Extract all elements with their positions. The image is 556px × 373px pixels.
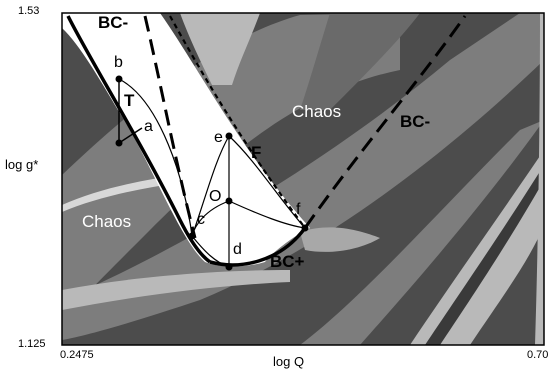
- region-label-chaos-lower: Chaos: [82, 212, 132, 231]
- curve-label-bc-minus-left: BC-: [98, 13, 129, 32]
- point-a-origin: [115, 139, 123, 147]
- point-c: [188, 232, 196, 240]
- path-label-t: T: [124, 91, 135, 110]
- f-curve: [169, 15, 306, 229]
- point-label-c: c: [197, 211, 205, 228]
- mid-band-lower: [62, 13, 544, 340]
- darker-band-top: [300, 13, 420, 110]
- bc-minus-left-curve: [66, 15, 212, 264]
- path-c-e: [191, 135, 230, 237]
- path-c-d: [191, 235, 230, 268]
- parameter-regions: [62, 13, 544, 345]
- blob-near-f: [300, 227, 380, 252]
- x-tick-right: 0.70: [527, 349, 549, 361]
- point-o: [225, 197, 233, 205]
- y-tick-top: 1.53: [18, 5, 40, 17]
- path-e-f: [228, 135, 306, 229]
- point-label-a: a: [144, 118, 153, 135]
- y-axis-title: log g*: [5, 157, 39, 172]
- point-f: [301, 224, 309, 232]
- bc-plus-curve: [209, 226, 307, 267]
- point-label-b: b: [114, 54, 123, 71]
- light-streak-lower: [62, 270, 290, 310]
- periodic-window: [62, 13, 310, 267]
- x-axis-title: log Q: [273, 354, 305, 369]
- point-e: [225, 132, 233, 140]
- point-label-e: e: [214, 129, 223, 146]
- point-b: [115, 75, 123, 83]
- light-band-top: [180, 13, 260, 85]
- point-d: [225, 263, 233, 271]
- point-label-f: f: [296, 201, 301, 218]
- point-label-o: O: [209, 188, 222, 205]
- light-streak-left: [62, 175, 180, 212]
- x-tick-left: 0.2475: [60, 349, 94, 361]
- path-to-a: [118, 127, 143, 144]
- plot-frame: [61, 12, 545, 346]
- region-label-chaos-upper: Chaos: [292, 102, 342, 121]
- light-edge-right: [535, 13, 544, 345]
- curve-label-bc-minus-right: BC-: [400, 112, 431, 131]
- light-band-right: [410, 150, 544, 345]
- point-label-d: d: [233, 241, 242, 258]
- curve-label-f: F: [251, 143, 262, 162]
- mid-band-right: [300, 120, 544, 345]
- y-tick-bottom: 1.125: [18, 338, 46, 350]
- path-b-c: [118, 78, 193, 237]
- bc-minus-right-curve: [303, 15, 467, 229]
- path-o-f: [228, 200, 306, 229]
- curve-label-bc-plus: BC+: [270, 252, 305, 271]
